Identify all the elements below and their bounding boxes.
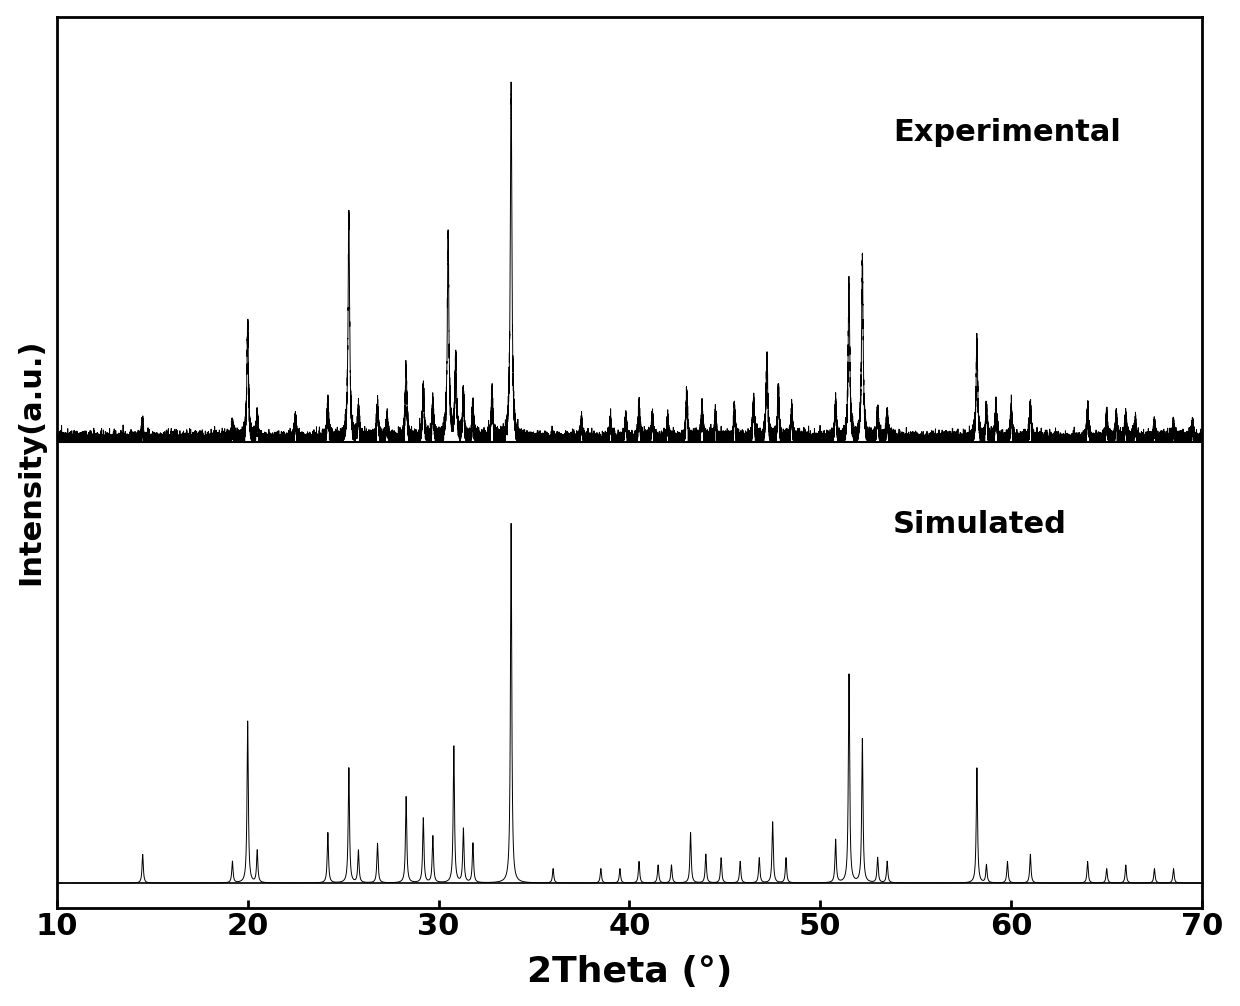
Text: Experimental: Experimental [893, 118, 1121, 147]
X-axis label: 2Theta (°): 2Theta (°) [527, 956, 732, 989]
Y-axis label: Intensity(a.u.): Intensity(a.u.) [16, 339, 46, 585]
Text: Simulated: Simulated [893, 510, 1066, 539]
